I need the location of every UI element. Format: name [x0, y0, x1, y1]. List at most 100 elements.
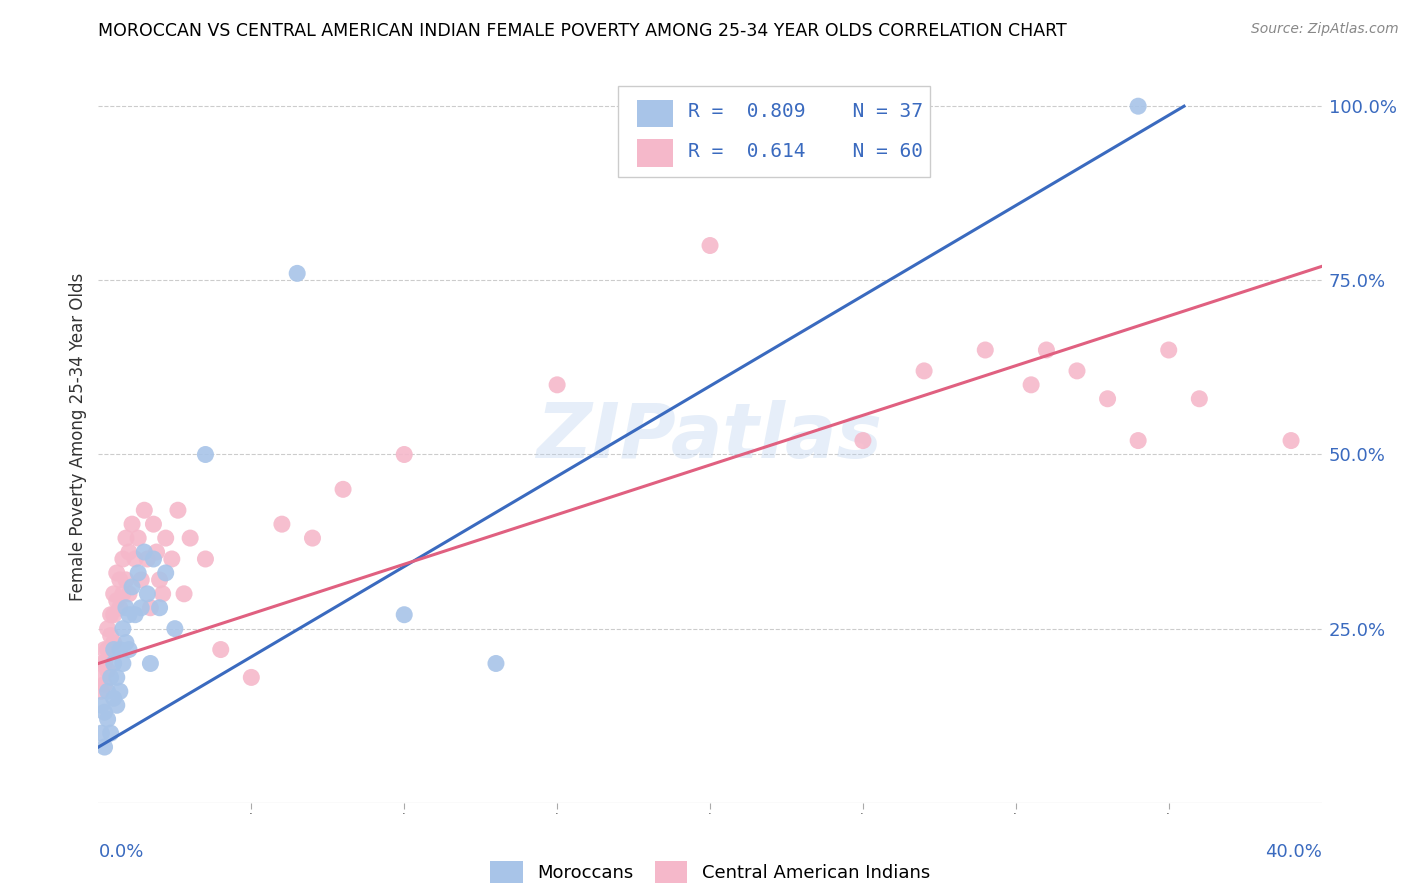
- Point: [392, 448, 416, 462]
- Point: [100, 670, 122, 684]
- Point: [121, 517, 143, 532]
- Point: [699, 238, 721, 252]
- Point: [118, 587, 141, 601]
- Y-axis label: Female Poverty Among 25-34 Year Olds: Female Poverty Among 25-34 Year Olds: [69, 273, 87, 601]
- Point: [134, 503, 156, 517]
- Point: [149, 600, 172, 615]
- Point: [1035, 343, 1057, 357]
- Point: [270, 517, 292, 532]
- Text: Source: ZipAtlas.com: Source: ZipAtlas.com: [1251, 22, 1399, 37]
- Point: [103, 607, 125, 622]
- Point: [1019, 377, 1042, 392]
- Point: [155, 531, 177, 545]
- Point: [97, 712, 120, 726]
- Point: [93, 642, 115, 657]
- Point: [108, 684, 131, 698]
- Point: [100, 607, 122, 622]
- Point: [118, 545, 141, 559]
- Point: [103, 635, 125, 649]
- Point: [194, 448, 217, 462]
- Point: [111, 622, 134, 636]
- Point: [179, 531, 201, 545]
- Point: [118, 607, 141, 622]
- Point: [93, 740, 115, 755]
- Point: [105, 594, 128, 608]
- Point: [115, 635, 138, 649]
- Point: [1128, 99, 1150, 113]
- Point: [173, 587, 195, 601]
- Point: [912, 364, 935, 378]
- Point: [1097, 392, 1119, 406]
- Point: [105, 698, 128, 713]
- Text: 0.0%: 0.0%: [98, 843, 143, 861]
- Point: [163, 622, 186, 636]
- Point: [90, 698, 112, 713]
- Point: [392, 607, 416, 622]
- Point: [134, 545, 156, 559]
- Point: [285, 266, 308, 280]
- Text: MOROCCAN VS CENTRAL AMERICAN INDIAN FEMALE POVERTY AMONG 25-34 YEAR OLDS CORRELA: MOROCCAN VS CENTRAL AMERICAN INDIAN FEMA…: [98, 22, 1067, 40]
- Point: [142, 552, 165, 566]
- Point: [115, 573, 138, 587]
- Point: [97, 684, 120, 698]
- Point: [115, 531, 138, 545]
- Point: [121, 580, 143, 594]
- Point: [124, 552, 146, 566]
- Point: [209, 642, 232, 657]
- Point: [90, 657, 112, 671]
- Point: [852, 434, 875, 448]
- Point: [1279, 434, 1302, 448]
- Point: [1066, 364, 1088, 378]
- Point: [100, 629, 122, 643]
- Point: [90, 670, 112, 684]
- Point: [108, 642, 131, 657]
- Point: [111, 657, 134, 671]
- Point: [301, 531, 323, 545]
- Point: [105, 566, 128, 580]
- Point: [103, 587, 125, 601]
- Point: [111, 552, 134, 566]
- Point: [97, 642, 120, 657]
- Point: [124, 607, 146, 622]
- Point: [97, 664, 120, 678]
- Point: [90, 684, 112, 698]
- Point: [240, 670, 263, 684]
- Legend: Moroccans, Central American Indians: Moroccans, Central American Indians: [481, 853, 939, 892]
- Point: [103, 642, 125, 657]
- Text: 40.0%: 40.0%: [1265, 843, 1322, 861]
- Bar: [637, 100, 673, 128]
- Point: [485, 657, 508, 671]
- Point: [160, 552, 183, 566]
- Point: [149, 573, 172, 587]
- Point: [108, 600, 131, 615]
- Point: [90, 726, 112, 740]
- Point: [332, 483, 354, 497]
- Point: [974, 343, 997, 357]
- Point: [546, 377, 568, 392]
- Point: [103, 691, 125, 706]
- Point: [129, 600, 152, 615]
- Point: [93, 657, 115, 671]
- Point: [97, 622, 120, 636]
- Point: [1157, 343, 1180, 357]
- Point: [139, 657, 162, 671]
- Point: [115, 600, 138, 615]
- Point: [129, 573, 152, 587]
- Text: ZIPatlas: ZIPatlas: [537, 401, 883, 474]
- Point: [108, 573, 131, 587]
- Point: [118, 642, 141, 657]
- Text: R =  0.614    N = 60: R = 0.614 N = 60: [688, 142, 922, 161]
- Point: [194, 552, 217, 566]
- Point: [111, 587, 134, 601]
- Point: [167, 503, 190, 517]
- Point: [145, 545, 167, 559]
- Point: [127, 531, 149, 545]
- Point: [142, 517, 165, 532]
- Point: [1128, 434, 1150, 448]
- Point: [136, 587, 159, 601]
- Point: [93, 677, 115, 691]
- Point: [1188, 392, 1211, 406]
- Point: [152, 587, 174, 601]
- Point: [155, 566, 177, 580]
- Bar: [637, 139, 673, 167]
